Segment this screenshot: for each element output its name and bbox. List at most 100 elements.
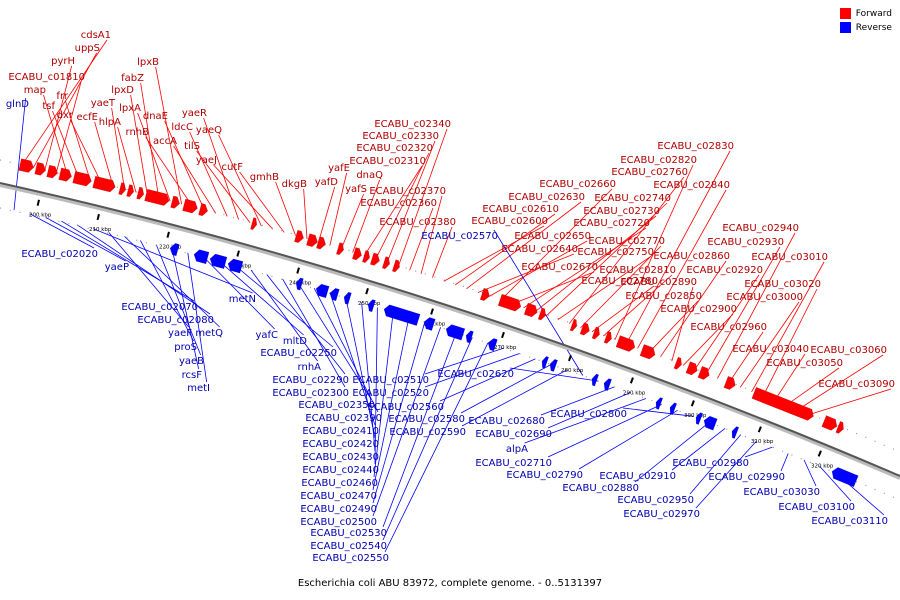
forward-gene-label: ECABU_c02610: [482, 204, 559, 215]
forward-gene-label: ECABU_c02330: [362, 131, 439, 142]
gene-arrow-shape: [703, 415, 718, 431]
gene-arrow: [669, 402, 678, 416]
reverse-gene-label: ECABU_c02390: [305, 413, 382, 424]
connector-line: [625, 150, 731, 345]
reverse-gene-label: ECABU_c02680: [468, 416, 545, 427]
forward-gene-label: dxr: [57, 110, 74, 121]
gene-arrow: [209, 253, 228, 270]
gene-arrow: [445, 324, 466, 341]
tick-label: 220 kbp: [159, 245, 182, 251]
gene-arrow-shape: [835, 420, 844, 434]
forward-gene-label: ECABU_c02750: [577, 247, 654, 258]
forward-gene-label: ECABU_c02720: [573, 218, 650, 229]
gene-arrow-shape: [541, 356, 550, 369]
connector-line: [173, 145, 217, 214]
gene-arrow: [369, 252, 380, 266]
connector-line: [489, 240, 588, 297]
connector-line: [454, 213, 556, 286]
gene-arrow-shape: [603, 330, 612, 344]
reverse-gene-label: mltD: [283, 336, 307, 347]
connector-line: [124, 236, 220, 328]
gene-arrow-shape: [821, 415, 838, 431]
forward-gene-label: ECABU_c02930: [707, 237, 784, 248]
connector-line: [189, 131, 228, 217]
connector-line: [171, 248, 200, 370]
connector-line: [43, 94, 68, 176]
legend-reverse-label: Reverse: [855, 22, 892, 33]
connector-line: [695, 440, 757, 509]
gene-arrow-shape: [423, 317, 436, 331]
gene-arrow: [821, 415, 838, 431]
gene-arrow: [549, 358, 558, 372]
forward-gene-label: lpxB: [137, 57, 159, 68]
connector-line: [614, 164, 694, 341]
forward-gene-label: ECABU_c02630: [508, 192, 585, 203]
tick-mark: [36, 199, 40, 206]
gene-arrow: [731, 426, 740, 439]
gene-arrow: [487, 338, 498, 352]
reverse-gene-label: ECABU_c02460: [301, 478, 378, 489]
connector-line: [460, 364, 552, 414]
forward-gene-label: ECABU_c02940: [722, 223, 799, 234]
forward-gene-label: yaeR: [182, 108, 207, 119]
gene-arrow-shape: [335, 242, 345, 256]
gene-arrow-shape: [118, 182, 127, 196]
connector-line: [591, 285, 655, 333]
connector-line: [303, 188, 308, 240]
connector-line: [203, 117, 239, 220]
reverse-gene-label: ECABU_c02980: [672, 458, 749, 469]
forward-gene-label: ECABU_c02960: [690, 322, 767, 333]
forward-gene-label: ECABU_c02310: [349, 156, 426, 167]
forward-gene-label: ECABU_c03010: [751, 252, 828, 263]
connector-line: [318, 186, 336, 243]
gene-arrow-shape: [343, 291, 352, 305]
gene-arrow: [72, 170, 92, 187]
connector-line: [345, 297, 376, 439]
forward-gene-label: ECABU_c02900: [660, 304, 737, 315]
gene-arrow-shape: [126, 184, 135, 198]
gene-arrow-shape: [144, 188, 170, 206]
connector-line: [420, 195, 443, 275]
reverse-gene-label: ECABU_c02520: [352, 388, 429, 399]
tick-mark: [690, 400, 695, 407]
connector-line: [108, 232, 189, 328]
gene-arrow-shape: [351, 247, 362, 261]
connector-line: [44, 65, 73, 171]
connector-line: [762, 288, 818, 397]
gene-arrow-shape: [227, 258, 244, 274]
connector-line: [409, 207, 434, 271]
gene-arrow: [315, 236, 326, 250]
connector-line: [340, 193, 365, 250]
tick-mark: [501, 331, 505, 339]
gene-arrow: [227, 258, 244, 274]
reverse-gene-label: ECABU_c02550: [312, 553, 389, 564]
forward-gene-label: ECABU_c02730: [583, 206, 660, 217]
gene-arrow-shape: [18, 158, 34, 173]
gene-arrow: [329, 287, 340, 302]
gene-arrow: [673, 356, 682, 370]
gene-arrow-shape: [391, 259, 400, 273]
forward-gene-label: cdsA1: [81, 30, 111, 41]
reverse-gene-arrows: [169, 243, 859, 488]
tick-mark: [629, 377, 634, 384]
gene-arrow: [92, 175, 116, 193]
gene-arrow-shape: [315, 283, 330, 299]
forward-gene-label: lpxA: [119, 103, 141, 114]
forward-gene-label: ECABU_c02820: [620, 155, 697, 166]
gene-arrow-shape: [479, 287, 490, 302]
gene-arrow: [169, 243, 180, 257]
connector-line: [424, 347, 504, 375]
gene-arrow-shape: [72, 170, 92, 187]
connector-line: [363, 165, 423, 257]
gene-arrow-shape: [209, 253, 228, 270]
forward-gene-label: ECABU_c02640: [501, 244, 578, 255]
gene-arrow: [831, 467, 859, 488]
gene-arrow-shape: [169, 243, 180, 257]
connector-line: [45, 217, 126, 262]
connector-line: [140, 82, 160, 199]
gene-arrow: [835, 420, 844, 434]
tick-label: 280 kbp: [561, 368, 584, 374]
reverse-gene-label: ECABU_c02500: [300, 517, 377, 528]
connector-line: [329, 172, 348, 246]
connector-line: [578, 409, 678, 470]
